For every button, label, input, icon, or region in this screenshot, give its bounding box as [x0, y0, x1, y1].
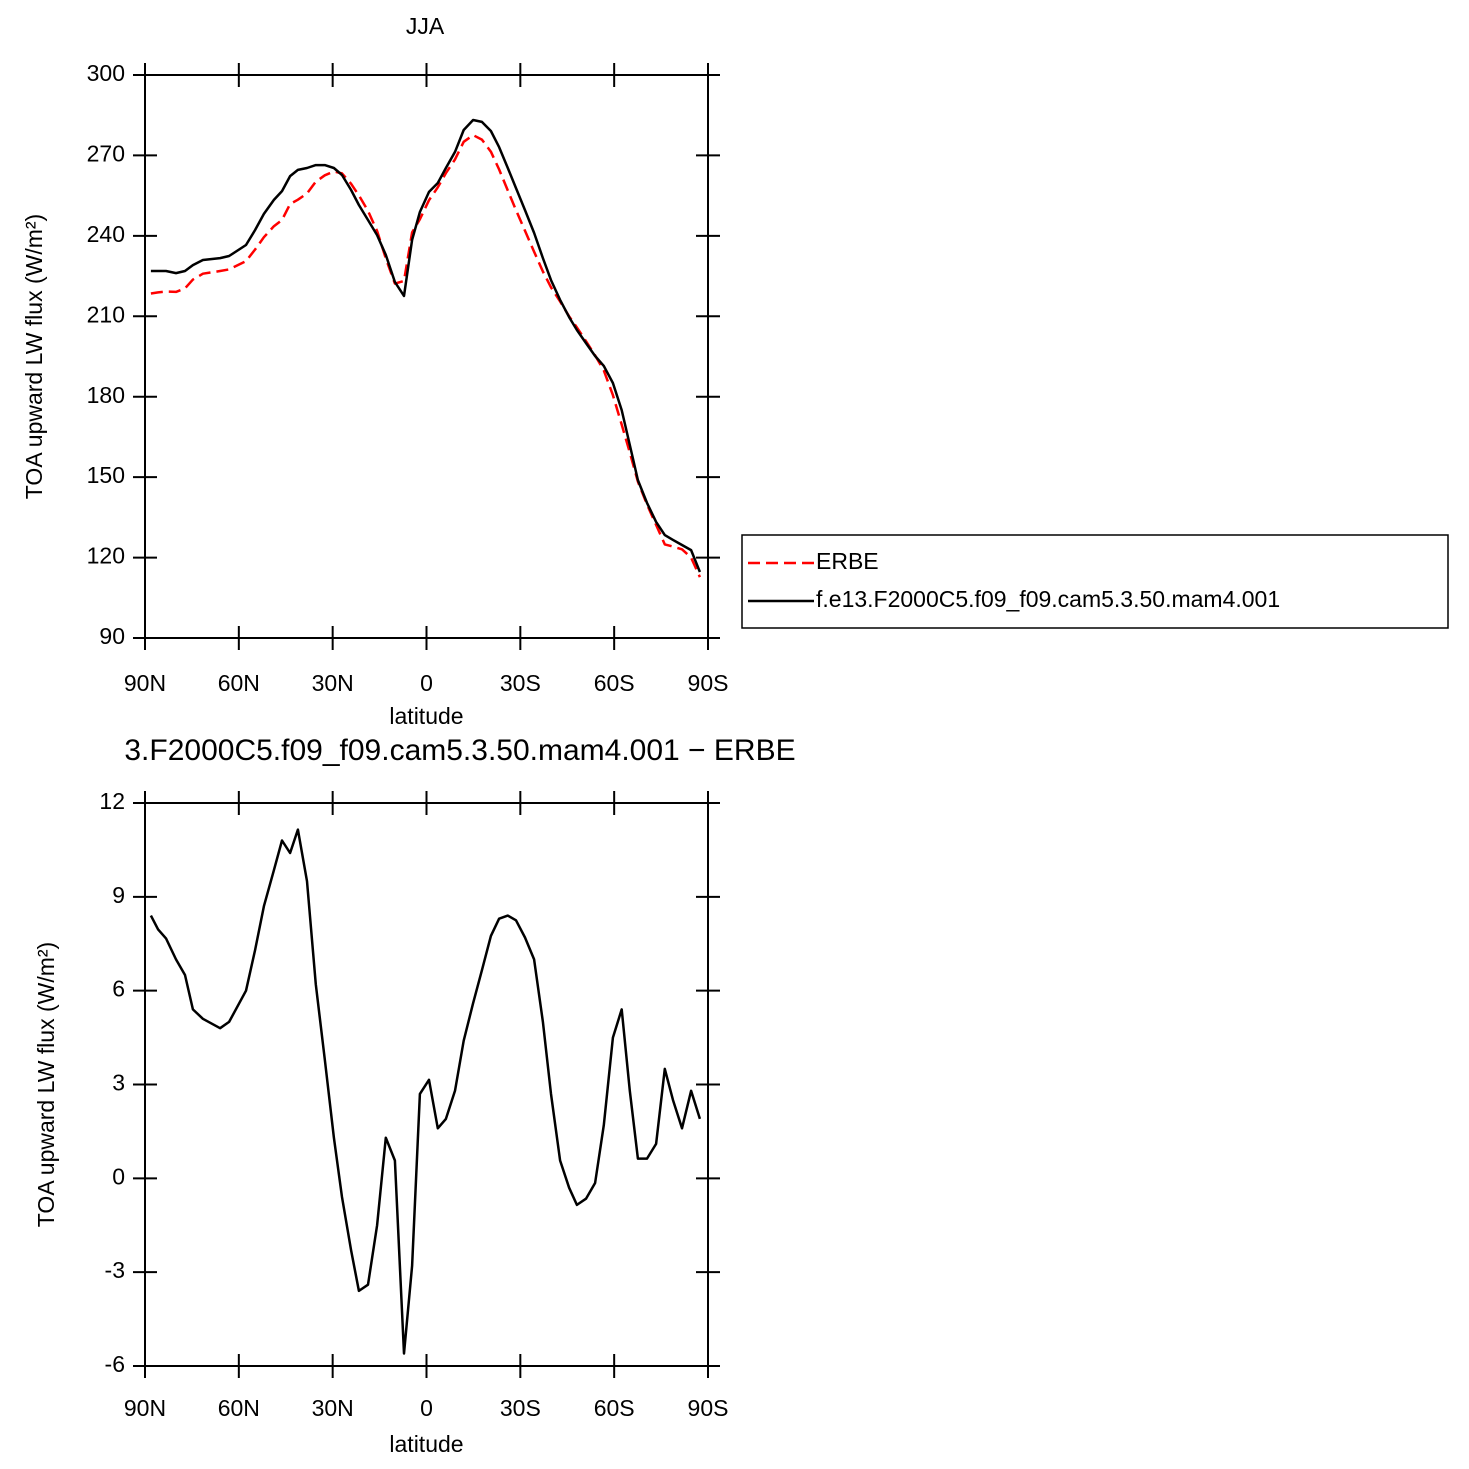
y-tick-label: -6	[105, 1351, 125, 1377]
x-tick-label: 60N	[218, 670, 260, 696]
x-axis-label: latitude	[389, 703, 463, 729]
plot-frame	[144, 74, 709, 639]
chart-title: 3.F2000C5.f09_f09.cam5.3.50.mam4.001 − E…	[124, 734, 795, 767]
y-tick-label: 240	[87, 221, 125, 247]
y-axis-label: TOA upward LW flux (W/m²)	[33, 942, 59, 1227]
x-tick-label: 60S	[594, 670, 635, 696]
x-tick-label: 0	[420, 1395, 433, 1421]
data-line	[150, 118, 702, 573]
y-tick-label: 300	[87, 60, 125, 86]
y-tick-label: -3	[105, 1257, 125, 1283]
y-tick-label: 270	[87, 141, 125, 167]
x-axis-label: latitude	[389, 1431, 463, 1457]
x-tick-label: 30N	[312, 670, 354, 696]
y-tick-label: 12	[99, 788, 125, 814]
y-tick-label: 180	[87, 382, 125, 408]
y-tick-label: 3	[112, 1070, 125, 1096]
x-tick-label: 30N	[312, 1395, 354, 1421]
x-tick-label: 90S	[688, 670, 729, 696]
x-tick-label: 90N	[124, 670, 166, 696]
data-line	[149, 828, 702, 1355]
y-tick-label: 120	[87, 543, 125, 569]
y-tick-label: 210	[87, 301, 125, 327]
data-line	[150, 133, 702, 578]
x-tick-label: 90S	[688, 1395, 729, 1421]
legend-label: f.e13.F2000C5.f09_f09.cam5.3.50.mam4.001	[816, 586, 1280, 612]
x-tick-label: 60N	[218, 1395, 260, 1421]
y-tick-label: 90	[99, 623, 125, 649]
x-tick-label: 30S	[500, 670, 541, 696]
x-tick-label: 60S	[594, 1395, 635, 1421]
x-tick-label: 30S	[500, 1395, 541, 1421]
chart-title: JJA	[406, 13, 445, 39]
y-axis-label: TOA upward LW flux (W/m²)	[21, 214, 47, 499]
legend-label: ERBE	[816, 548, 879, 574]
legend-box	[741, 534, 1449, 629]
y-tick-label: 150	[87, 462, 125, 488]
y-tick-label: 9	[112, 882, 125, 908]
x-tick-label: 90N	[124, 1395, 166, 1421]
x-tick-label: 0	[420, 670, 433, 696]
y-tick-label: 6	[112, 976, 125, 1002]
y-tick-label: 0	[112, 1163, 125, 1189]
